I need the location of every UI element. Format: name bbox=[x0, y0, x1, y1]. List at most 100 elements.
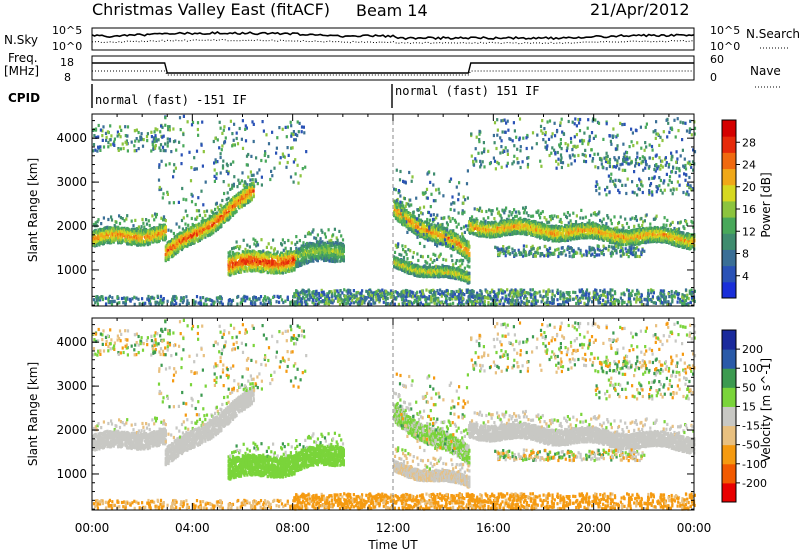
power-cell bbox=[249, 170, 252, 174]
power-cell bbox=[237, 178, 240, 182]
power-cell bbox=[342, 255, 345, 259]
power-cell bbox=[101, 237, 105, 241]
power-cell bbox=[412, 251, 415, 255]
frequency-trace bbox=[92, 62, 694, 74]
power-cell bbox=[455, 259, 458, 263]
power-cell bbox=[233, 267, 236, 271]
power-cell bbox=[148, 223, 151, 228]
date-title: 21/Apr/2012 bbox=[590, 0, 690, 19]
power-cell bbox=[490, 212, 493, 216]
power-cell bbox=[180, 238, 183, 242]
power-cell bbox=[201, 236, 204, 240]
power-cell bbox=[172, 231, 175, 236]
power-cell bbox=[342, 244, 345, 248]
power-cell bbox=[195, 235, 198, 239]
power-cell bbox=[180, 247, 184, 252]
power-cell bbox=[146, 243, 149, 247]
cpid-label: CPID bbox=[8, 91, 40, 105]
power-cell bbox=[463, 266, 466, 270]
power-cell bbox=[323, 232, 327, 236]
power-cell bbox=[468, 257, 471, 261]
power-cell bbox=[134, 218, 137, 222]
power-cell bbox=[184, 240, 187, 244]
power-cell bbox=[203, 224, 206, 228]
power-cell bbox=[231, 186, 234, 190]
power-cell bbox=[198, 227, 201, 231]
cpid-segment-1: normal (fast) -151 IF bbox=[95, 93, 247, 107]
power-cell bbox=[134, 231, 137, 235]
power-cell bbox=[207, 225, 210, 229]
power-cell bbox=[178, 235, 181, 239]
power-cell bbox=[480, 209, 483, 213]
power-cell bbox=[140, 236, 143, 240]
power-cell bbox=[171, 238, 175, 242]
power-cell bbox=[195, 217, 198, 221]
power-cell bbox=[428, 263, 431, 267]
power-cell bbox=[187, 243, 190, 247]
power-cell bbox=[296, 240, 299, 244]
power-cell bbox=[419, 206, 422, 210]
power-cell bbox=[462, 225, 466, 229]
power-cell bbox=[196, 232, 199, 236]
power-cell bbox=[243, 201, 246, 205]
power-cell bbox=[234, 207, 237, 211]
power-cell bbox=[427, 254, 430, 259]
power-cell bbox=[240, 195, 244, 199]
nave-label: Nave bbox=[750, 64, 781, 78]
power-cell bbox=[130, 219, 133, 223]
power-cell bbox=[162, 215, 166, 219]
power-cell bbox=[97, 238, 100, 242]
power-cell bbox=[476, 220, 479, 224]
power-cell bbox=[131, 227, 134, 231]
power-cell bbox=[231, 247, 234, 251]
power-cell bbox=[457, 222, 460, 226]
power-cell bbox=[145, 237, 148, 241]
power-cell bbox=[455, 225, 458, 229]
power-cell bbox=[233, 265, 236, 269]
power-cell bbox=[239, 245, 242, 249]
power-cell bbox=[249, 193, 252, 197]
power-cell bbox=[336, 238, 339, 242]
power-cell bbox=[121, 239, 124, 243]
power-cell bbox=[191, 234, 194, 238]
power-cell bbox=[230, 204, 233, 209]
power-cell bbox=[119, 216, 122, 220]
power-cell bbox=[183, 229, 186, 233]
power-cell bbox=[180, 231, 184, 235]
noise-tick-high-right: 10^5 bbox=[710, 24, 740, 37]
power-cell bbox=[145, 230, 148, 234]
power-cell bbox=[220, 212, 223, 216]
power-cell bbox=[107, 235, 110, 239]
power-cell bbox=[242, 194, 245, 198]
power-cell bbox=[270, 246, 273, 250]
power-cell bbox=[220, 223, 223, 227]
power-cell bbox=[123, 219, 126, 223]
power-cell bbox=[338, 229, 341, 233]
power-cell bbox=[185, 228, 188, 232]
power-cell bbox=[127, 242, 130, 246]
power-cell bbox=[167, 257, 170, 262]
power-cell bbox=[290, 241, 293, 245]
power-cell bbox=[245, 199, 248, 203]
freq-tick-high: 18 bbox=[60, 56, 74, 69]
power-cell bbox=[129, 233, 132, 238]
power-cell bbox=[445, 258, 448, 262]
power-cell bbox=[227, 251, 230, 255]
power-cell bbox=[252, 194, 255, 198]
power-cell bbox=[321, 230, 324, 234]
power-cell bbox=[231, 198, 234, 202]
power-cell bbox=[439, 252, 442, 256]
power-cell bbox=[154, 212, 157, 216]
power-cell bbox=[177, 249, 180, 253]
power-cell bbox=[143, 225, 146, 229]
power-cell bbox=[125, 238, 128, 242]
power-cell bbox=[237, 268, 240, 272]
power-cell bbox=[252, 189, 255, 193]
power-cell bbox=[327, 228, 330, 232]
power-cell bbox=[137, 238, 140, 243]
power-cell bbox=[227, 196, 230, 200]
power-cell bbox=[96, 220, 99, 224]
power-cell bbox=[92, 231, 96, 235]
power-cell bbox=[195, 223, 198, 227]
